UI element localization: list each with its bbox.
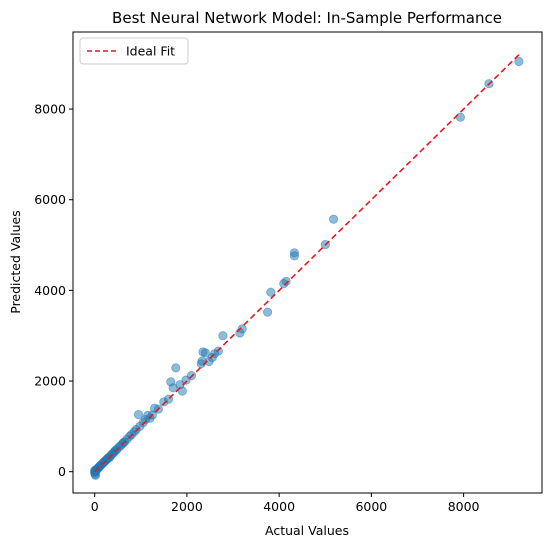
scatter-point: [167, 378, 175, 386]
y-axis-label: Predicted Values: [8, 210, 23, 314]
x-tick-label: 6000: [355, 499, 387, 514]
scatter-point: [199, 348, 207, 356]
legend-label-ideal-fit: Ideal Fit: [126, 44, 175, 59]
scatter-point: [329, 215, 337, 223]
scatter-point: [172, 364, 180, 372]
scatter-point: [263, 308, 271, 316]
y-tick-label: 8000: [34, 102, 66, 117]
plot-area: [91, 55, 524, 480]
x-tick-label: 2000: [171, 499, 203, 514]
y-tick-label: 0: [58, 464, 66, 479]
x-axis-label: Actual Values: [265, 523, 349, 538]
y-axis-ticks: 0 2000 4000 6000 8000: [34, 102, 73, 480]
ideal-fit-line: [95, 55, 519, 472]
y-tick-label: 6000: [34, 192, 66, 207]
x-tick-label: 0: [91, 499, 99, 514]
legend: Ideal Fit: [80, 38, 188, 64]
y-tick-label: 2000: [34, 374, 66, 389]
y-tick-label: 4000: [34, 283, 66, 298]
scatter-point: [219, 332, 227, 340]
scatter-point: [91, 466, 99, 474]
x-axis-ticks: 0 2000 4000 6000 8000: [91, 493, 480, 514]
x-tick-label: 8000: [448, 499, 480, 514]
chart-title: Best Neural Network Model: In-Sample Per…: [112, 9, 502, 27]
x-tick-label: 4000: [263, 499, 295, 514]
scatter-point: [134, 410, 142, 418]
scatter-point: [290, 252, 298, 260]
